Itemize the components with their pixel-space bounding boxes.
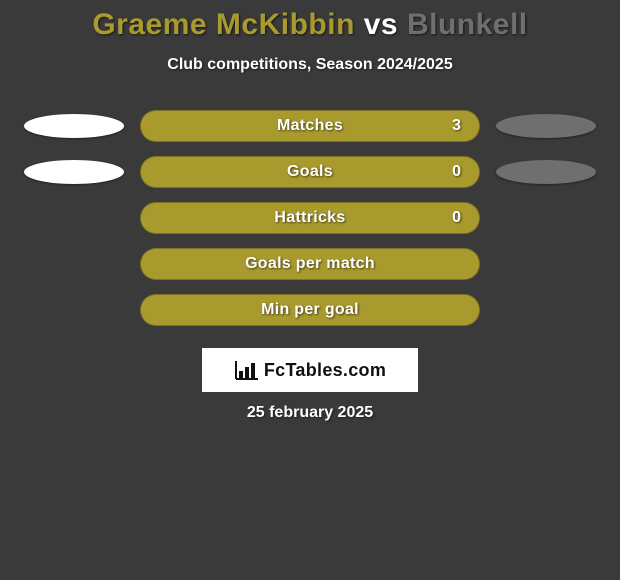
stat-label: Goals — [287, 163, 333, 181]
right-indicator-spacer — [496, 206, 596, 230]
right-indicator-spacer — [496, 298, 596, 322]
footer-date: 25 february 2025 — [0, 404, 620, 422]
title-player-right: Blunkell — [407, 8, 528, 41]
left-indicator — [24, 114, 124, 138]
stat-row: Goals 0 — [0, 156, 620, 188]
stat-label: Min per goal — [261, 301, 359, 319]
stat-value: 3 — [452, 117, 461, 135]
stat-bar: Goals 0 — [140, 156, 480, 188]
subtitle: Club competitions, Season 2024/2025 — [0, 56, 620, 74]
bar-chart-icon — [234, 359, 260, 381]
right-indicator — [496, 160, 596, 184]
stat-label: Goals per match — [245, 255, 375, 273]
stat-bar: Hattricks 0 — [140, 202, 480, 234]
title-player-left: Graeme McKibbin — [92, 8, 355, 41]
left-indicator-spacer — [24, 252, 124, 276]
stat-row: Hattricks 0 — [0, 202, 620, 234]
stat-value: 0 — [452, 163, 461, 181]
stat-row: Matches 3 — [0, 110, 620, 142]
source-logo: FcTables.com — [202, 348, 418, 392]
stat-row: Goals per match — [0, 248, 620, 280]
logo-text: FcTables.com — [264, 360, 386, 381]
stat-label: Hattricks — [274, 209, 345, 227]
stats-rows: Matches 3 Goals 0 Hattricks 0 Goals per match M… — [0, 110, 620, 326]
left-indicator — [24, 160, 124, 184]
stat-bar: Matches 3 — [140, 110, 480, 142]
left-indicator-spacer — [24, 298, 124, 322]
stat-bar: Goals per match — [140, 248, 480, 280]
comparison-card: Graeme McKibbin vs Blunkell Club competi… — [0, 0, 620, 422]
left-indicator-spacer — [24, 206, 124, 230]
right-indicator — [496, 114, 596, 138]
stat-row: Min per goal — [0, 294, 620, 326]
stat-bar: Min per goal — [140, 294, 480, 326]
right-indicator-spacer — [496, 252, 596, 276]
page-title: Graeme McKibbin vs Blunkell — [0, 8, 620, 42]
stat-value: 0 — [452, 209, 461, 227]
title-vs: vs — [355, 8, 407, 41]
stat-label: Matches — [277, 117, 343, 135]
